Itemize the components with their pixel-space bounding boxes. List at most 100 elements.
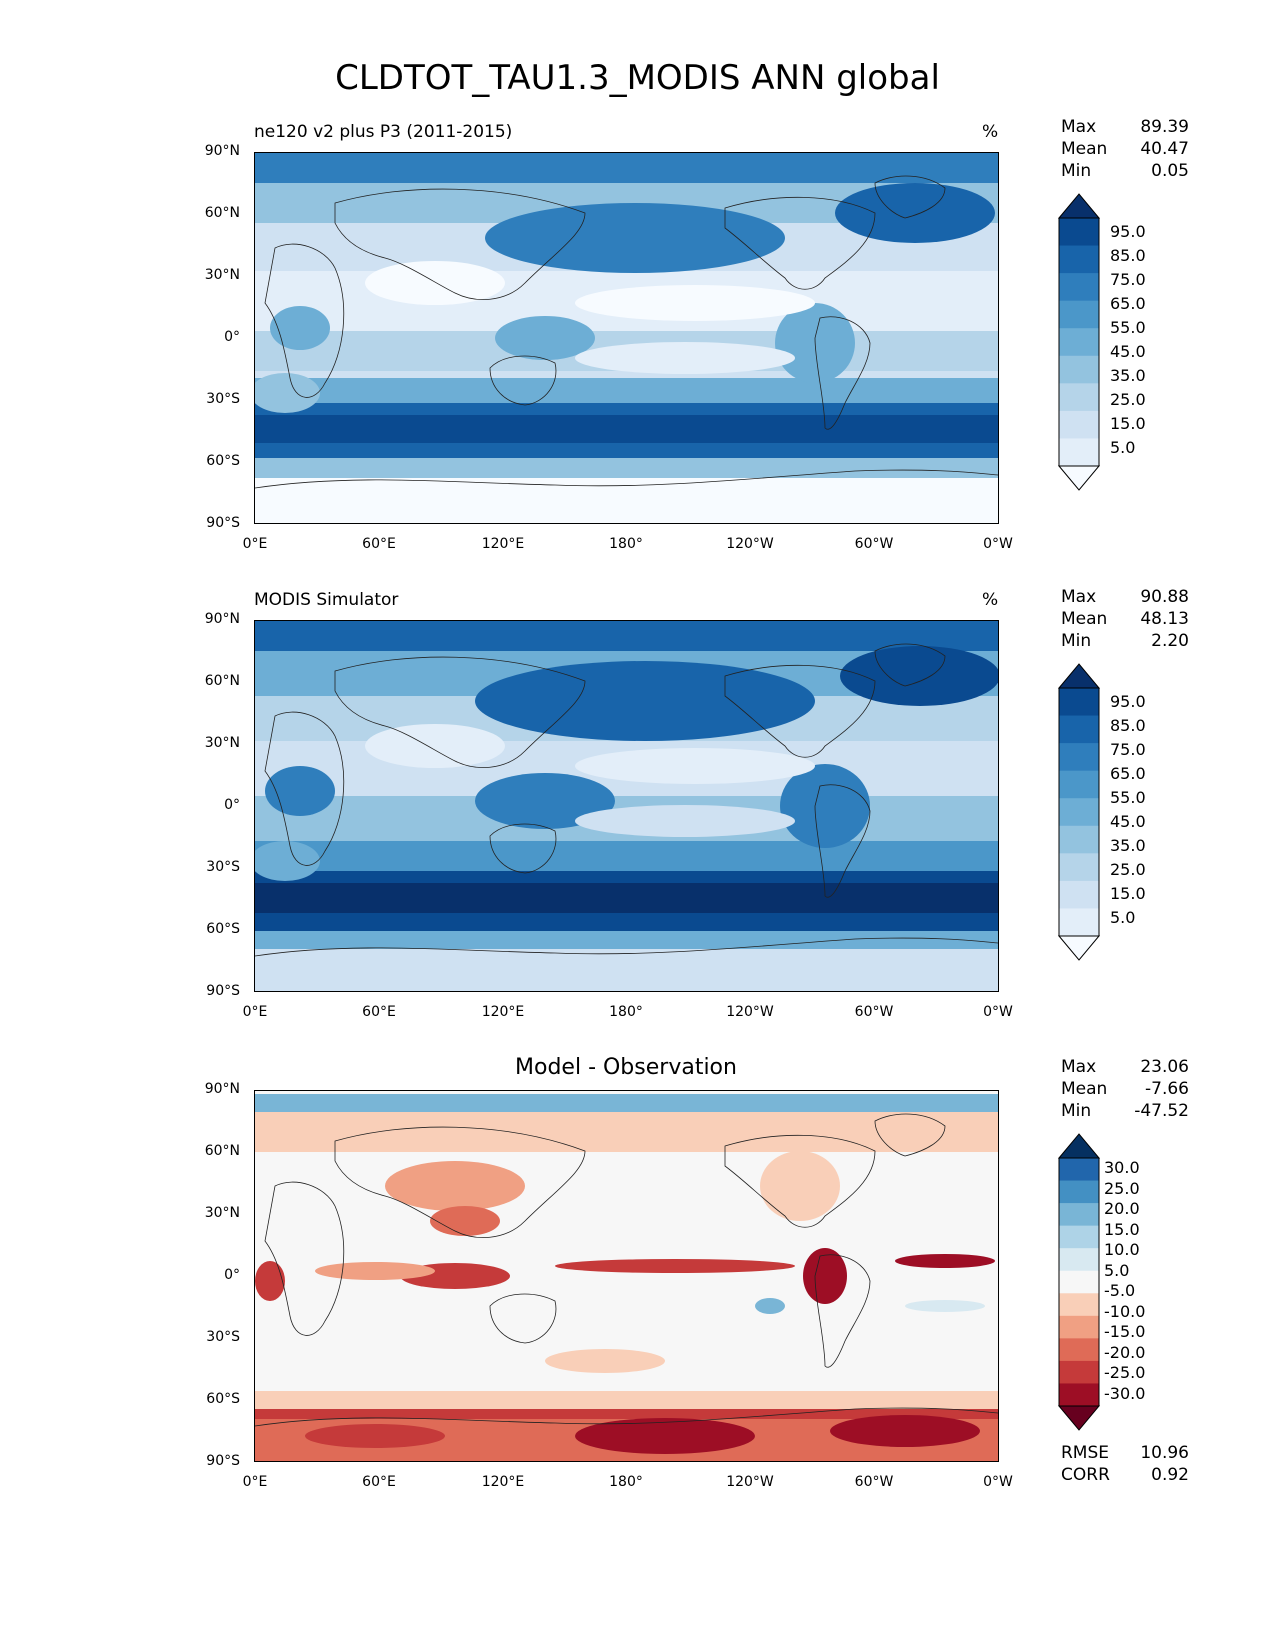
- colorbar-label: -15.0: [1104, 1322, 1146, 1341]
- colorbar-bin: [1059, 825, 1099, 854]
- stat-label: CORR: [1061, 1465, 1110, 1485]
- panel-3-ytick: 90°N: [204, 1081, 240, 1097]
- colorbar-label: 25.0: [1110, 390, 1146, 409]
- panel-2-colorbar: [1058, 663, 1101, 961]
- colorbar-outline: [1058, 217, 1100, 467]
- panel-1-cloud-field: [255, 153, 998, 523]
- panel-1-ytick: 60°S: [206, 453, 240, 469]
- panel-3-xtick: 120°W: [726, 1474, 774, 1490]
- colorbar-label: 95.0: [1110, 222, 1146, 241]
- panel-3-xtick: 60°W: [854, 1474, 894, 1490]
- colorbar-bin: [1059, 218, 1099, 247]
- panel-3-xtick: 60°E: [362, 1474, 396, 1490]
- panel-2-ytick: 60°N: [204, 673, 240, 689]
- colorbar-label: -25.0: [1104, 1363, 1146, 1382]
- panel-1-units: %: [982, 122, 999, 142]
- panel-1-ytick: 0°: [224, 329, 240, 345]
- stat-label: Min: [1061, 161, 1092, 181]
- panel-2-ytick: 30°S: [206, 859, 240, 875]
- colorbar-label: 75.0: [1110, 270, 1146, 289]
- colorbar-label: 75.0: [1110, 740, 1146, 759]
- panel-2-xtick: 60°W: [854, 1004, 894, 1020]
- colorbar-bin: [1059, 1158, 1099, 1182]
- colorbar-label: 25.0: [1110, 860, 1146, 879]
- colorbar-label: -20.0: [1104, 1342, 1146, 1362]
- panel-3-ytick: 90°S: [206, 1453, 240, 1469]
- panel-1-ytick: 90°S: [206, 515, 240, 531]
- colorbar-label: 65.0: [1110, 764, 1146, 783]
- stat-value: 23.06: [1140, 1057, 1189, 1077]
- colorbar-bin: [1059, 383, 1099, 412]
- stat-label: Mean: [1061, 139, 1108, 159]
- stat-label: RMSE: [1061, 1443, 1110, 1463]
- stat-value: -47.52: [1134, 1101, 1189, 1121]
- stat-value: -7.66: [1145, 1079, 1189, 1099]
- panel-1-ytick: 90°N: [204, 143, 240, 159]
- colorbar-bin: [1059, 798, 1099, 827]
- colorbar-bin: [1059, 770, 1099, 799]
- panel-3-xtick: 0°W: [983, 1474, 1013, 1490]
- colorbar-bin: [1059, 1248, 1099, 1272]
- colorbar-bin: [1059, 410, 1099, 439]
- colorbar-bin: [1059, 1315, 1099, 1339]
- colorbar-bin: [1059, 245, 1099, 274]
- colorbar-label: 35.0: [1110, 836, 1146, 855]
- stat-label: Max: [1061, 1057, 1097, 1077]
- panel-1-xtick: 60°E: [362, 536, 396, 552]
- stat-value: 10.96: [1140, 1443, 1189, 1463]
- colorbar-cap-bottom: [1058, 465, 1101, 491]
- colorbar-cap-top: [1058, 663, 1101, 689]
- panel-2-stats: Max 90.88 Mean 48.13 Min 2.20: [1061, 586, 1189, 652]
- stat-label: Mean: [1061, 1079, 1108, 1099]
- panel-3-colorbar: [1058, 1133, 1101, 1431]
- colorbar-cap-top: [1058, 193, 1101, 219]
- panel-2-ytick: 0°: [224, 797, 240, 813]
- panel-1-xtick: 0°W: [983, 536, 1013, 552]
- panel-2-ytick: 90°N: [204, 611, 240, 627]
- panel-1-colorbar: [1058, 193, 1101, 491]
- stat-value: 89.39: [1140, 117, 1189, 137]
- stat-value: 90.88: [1140, 587, 1189, 607]
- stat-label: Min: [1061, 631, 1092, 651]
- panel-1-ytick: 30°N: [204, 267, 240, 283]
- colorbar-label: 55.0: [1110, 788, 1146, 807]
- colorbar-label: -5.0: [1104, 1281, 1136, 1300]
- colorbar-bin: [1059, 300, 1099, 329]
- colorbar-label: 5.0: [1104, 1260, 1130, 1280]
- panel-2-xtick: 60°E: [362, 1004, 396, 1020]
- panel-3-title: Model - Observation: [515, 1055, 737, 1080]
- panel-2-ytick: 30°N: [204, 735, 240, 751]
- stat-label: Mean: [1061, 609, 1108, 629]
- colorbar-label: 5.0: [1110, 438, 1136, 457]
- colorbar-cap-bottom: [1058, 1405, 1101, 1431]
- panel-3-difference-field: [255, 1091, 998, 1461]
- stat-label: Max: [1061, 117, 1097, 137]
- colorbar-bin: [1059, 715, 1099, 744]
- stat-value: 0.05: [1151, 161, 1189, 181]
- panel-2-title: MODIS Simulator: [254, 590, 399, 610]
- panel-3-xtick: 120°E: [481, 1474, 525, 1490]
- colorbar-bin: [1059, 908, 1099, 937]
- colorbar-bin: [1059, 1225, 1099, 1249]
- panel-2-units: %: [982, 590, 999, 610]
- panel-1-ytick: 30°S: [206, 391, 240, 407]
- colorbar-bin: [1059, 1360, 1099, 1384]
- panel-2-ytick: 90°S: [206, 983, 240, 999]
- stat-label: Min: [1061, 1101, 1092, 1121]
- panel-2-xtick: 120°W: [726, 1004, 774, 1020]
- colorbar-bin: [1059, 743, 1099, 772]
- panel-1-xtick: 60°W: [854, 536, 894, 552]
- panel-3-error-stats: RMSE 10.96 CORR 0.92: [1061, 1442, 1189, 1486]
- panel-1-stats: Max 89.39 Mean 40.47 Min 0.05: [1061, 116, 1189, 182]
- colorbar-label: 10.0: [1104, 1240, 1140, 1259]
- colorbar-outline: [1058, 687, 1100, 937]
- colorbar-bin: [1059, 355, 1099, 384]
- panel-3-xtick: 180°: [609, 1474, 643, 1490]
- colorbar-label: 15.0: [1104, 1219, 1140, 1239]
- colorbar-bin: [1059, 880, 1099, 909]
- panel-1-xtick: 0°E: [242, 536, 268, 552]
- colorbar-bin: [1059, 853, 1099, 882]
- colorbar-label: 85.0: [1110, 246, 1146, 265]
- colorbar-label: 45.0: [1110, 342, 1146, 361]
- stat-value: 0.92: [1151, 1465, 1189, 1485]
